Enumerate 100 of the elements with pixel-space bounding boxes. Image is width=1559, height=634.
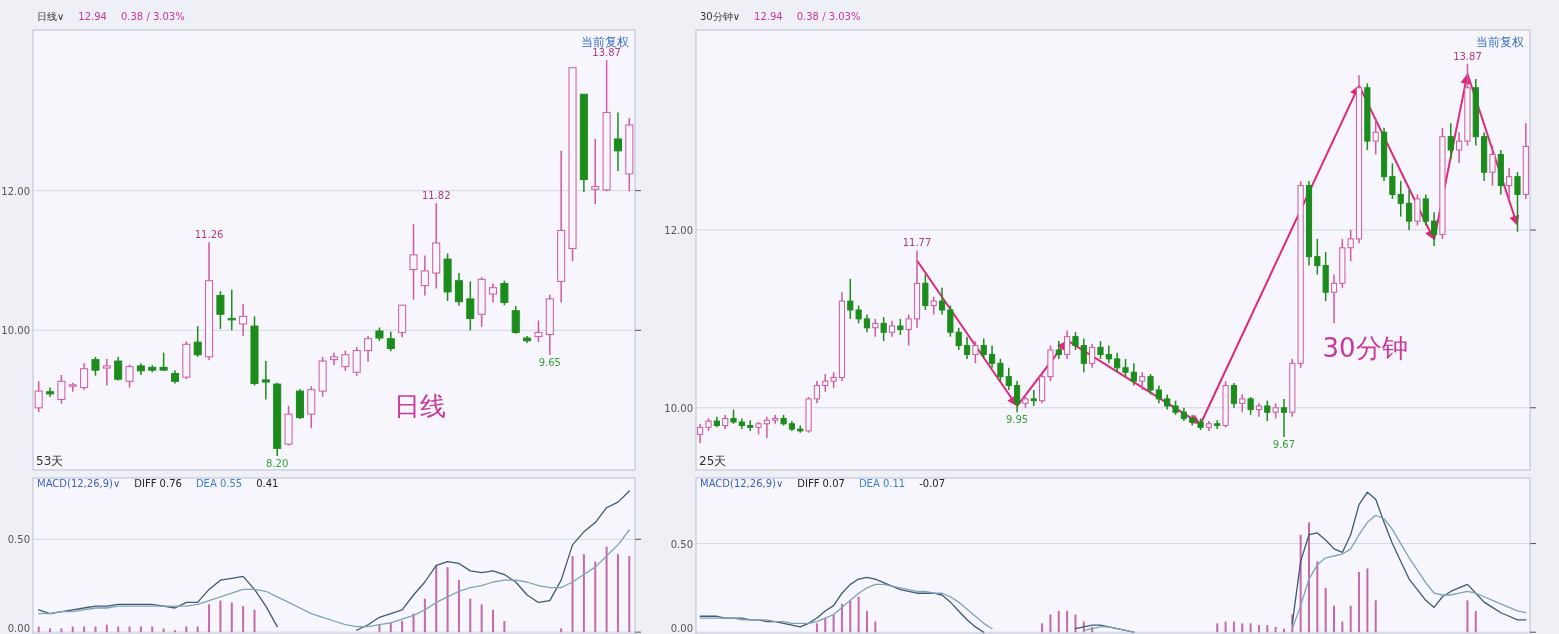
annotation: 13.87 — [592, 47, 621, 59]
candlestick — [938, 287, 946, 316]
bar — [219, 600, 222, 633]
candlestick — [613, 111, 622, 172]
candlestick — [341, 349, 350, 372]
candlestick — [91, 356, 100, 377]
candlestick — [125, 363, 134, 389]
bar — [208, 604, 211, 633]
candlestick — [1422, 193, 1429, 227]
bar — [865, 610, 868, 633]
annotation: 9.67 — [1272, 439, 1296, 451]
bar — [83, 626, 86, 633]
y-tick-label: 0.50 — [7, 534, 30, 546]
candlestick — [1514, 171, 1521, 233]
bar — [1358, 571, 1361, 633]
y-tick-label: 10.00 — [664, 402, 693, 414]
bar — [1341, 621, 1344, 633]
bar — [253, 609, 256, 633]
bar — [139, 626, 142, 633]
bar — [230, 602, 233, 633]
y-tick-label: 12.00 — [664, 225, 693, 236]
candlestick — [114, 356, 123, 382]
candlestick — [880, 316, 887, 342]
candlestick — [1264, 399, 1271, 422]
candlestick — [1255, 402, 1263, 418]
bar — [1316, 561, 1319, 633]
text: 0.38 / 3.03% — [120, 11, 185, 22]
candlestick — [1014, 380, 1021, 413]
candlestick — [500, 279, 509, 306]
bar — [1241, 623, 1244, 633]
annotation: 11.26 — [194, 229, 224, 241]
candlestick — [1372, 118, 1379, 156]
line-series — [38, 529, 630, 628]
bar — [616, 554, 619, 633]
candlestick — [352, 346, 361, 377]
bar — [1257, 625, 1260, 633]
candlestick — [1030, 389, 1037, 407]
bar — [117, 626, 120, 633]
candlestick — [905, 313, 912, 347]
candlestick — [1414, 193, 1421, 227]
bar — [824, 618, 827, 633]
bar — [857, 596, 860, 633]
bar — [492, 609, 495, 633]
candlestick — [1064, 329, 1071, 360]
candlestick — [1280, 398, 1288, 438]
annotation: MACD(12,26,9)∨ — [700, 478, 784, 489]
bar — [1349, 605, 1352, 633]
annotation: DIFF 0.07 — [797, 478, 845, 489]
candlestick — [1114, 351, 1121, 373]
bar — [435, 565, 438, 633]
bar — [94, 626, 97, 633]
candlestick — [1447, 122, 1454, 160]
candlestick — [466, 280, 475, 332]
bar — [1057, 610, 1060, 633]
candlestick — [454, 272, 463, 307]
annotation: 9.95 — [1005, 414, 1029, 426]
candlestick — [1080, 337, 1087, 373]
x-axis-title: 53天 — [36, 454, 64, 468]
text: 当前复权 — [1476, 35, 1524, 49]
bar — [401, 621, 404, 633]
candlestick — [972, 340, 979, 365]
y-tick-label: 0.00 — [7, 623, 30, 634]
candlestick — [159, 351, 168, 372]
bar — [1366, 568, 1369, 633]
bar — [874, 621, 877, 633]
candlestick — [216, 290, 225, 330]
text: 12.94 — [78, 11, 107, 22]
annotation: 11.82 — [421, 190, 451, 202]
bar — [1266, 625, 1269, 633]
candlestick — [1039, 371, 1046, 405]
bar — [469, 598, 472, 633]
annotation: 11.77 — [902, 237, 932, 249]
annotation: DEA 0.11 — [858, 478, 906, 489]
bar — [423, 598, 426, 633]
bar — [594, 561, 597, 633]
y-tick-label: 0.00 — [670, 623, 693, 634]
candlestick — [1147, 373, 1154, 396]
text: 30分钟 — [1322, 333, 1408, 363]
annotation: 8.20 — [266, 458, 289, 470]
candlestick — [591, 138, 600, 205]
text: 日线∨ — [37, 11, 65, 22]
bar — [1374, 600, 1377, 633]
bar — [105, 624, 108, 633]
bar — [1049, 614, 1052, 633]
candlestick — [747, 419, 754, 432]
bar — [185, 626, 188, 633]
bar — [840, 603, 843, 633]
candlestick — [1089, 343, 1096, 369]
candlestick — [511, 305, 520, 335]
candlestick — [813, 380, 821, 405]
x-axis-title: 25天 — [699, 454, 727, 468]
bar — [71, 626, 74, 633]
bar — [815, 623, 818, 633]
annotation: -0.07 — [919, 478, 946, 489]
bar — [832, 614, 835, 633]
candlestick — [963, 335, 971, 360]
bar — [605, 546, 608, 633]
bar — [849, 600, 852, 633]
bar — [151, 626, 154, 633]
bar — [457, 580, 460, 633]
